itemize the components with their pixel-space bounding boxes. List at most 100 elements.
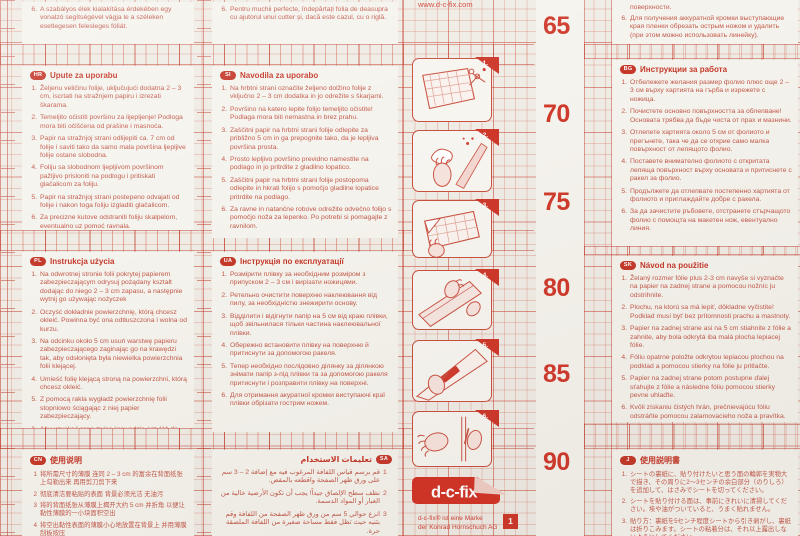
item-number: 6. [221,206,227,214]
instruction-item: 6. Kvôli získaniu čistých hrán, prečnieva… [618,404,792,421]
instruction-item: 2. Temeljito očistiti površinu za lijeplj… [28,114,188,131]
item-text: Zaščitni papir na hrbtni strani folije p… [230,176,379,201]
section-ua: UA Інструкція по експлуатації 1. Розмірит… [212,252,398,432]
step-2-box: 2. [412,129,499,192]
instruction-item: 1 将所需尺寸的薄膜 连同 2 – 3 cm 的富余在背面纸张上勾勒出来 再用剪刀… [28,471,188,487]
item-number: 1. [621,79,627,86]
website-url: www.d-c-fix.com [418,0,473,9]
instruction-item: 6. Pentru muchii perfecte, îndepărtați fo… [218,6,392,23]
item-text: Fóliu opatrne položte odkrytou lepiacou … [630,354,784,370]
section-header: HR Upute za uporabu [30,71,188,80]
step-number: 5. [482,342,488,349]
item-text: Umieść folię klejącą stroną na powierzch… [40,375,187,392]
section-title: Instrukcja użycia [50,257,115,266]
measure-ruler-strip [536,0,584,536]
section-header: SA تعليمات الاستخدام [220,455,392,464]
item-text: 将的背面纸张从薄膜上揭开大约 5 cm 并折角 以便让黏性薄膜的一小块面积空出 [40,502,185,518]
item-number: 3. [221,126,227,134]
item-text: قم برسم قياس اللفافة المرغوب فيه مع إضاف… [221,469,380,485]
item-text: Želaný rozmer fólie plus 2-3 cm navyše s… [630,275,784,299]
language-badge-bg: BG [620,65,636,74]
section-title: Návod na použitie [640,261,709,270]
item-text: A szabályos élek kialakítása érdekében e… [40,6,172,30]
item-number: 1 [383,469,387,476]
section-title: Инструкции за работа [640,65,728,74]
instruction-item: 2. Površino na katero lepite folijo temel… [218,106,392,123]
item-text: Temeljito očistiti površinu za lijepljen… [40,114,183,130]
item-text: Для отримання акуратної кромки виступаюч… [230,392,386,408]
item-number: 4 [33,521,37,529]
item-number: 2. [221,291,227,299]
ruler-mark: 90 [543,448,570,476]
item-text: 将空出黏性表面的薄膜小心地放置在背景上 并用薄膜刮板按压 [40,521,187,536]
instruction-item: 6. A szabályos élek kialakítása érdekében… [28,6,188,31]
item-text: Na odcinku około 5 cm usuń warstwę papie… [40,337,183,371]
instruction-item: 6.Aby uzyskać precyzyjne krawędzie przył… [28,426,188,428]
item-text: Ретельно очистити поверхню наклеювання в… [230,291,377,308]
instruction-item: 2 彻底清洁要粘贴的表面 背景必须光洁 无油污 [28,491,188,499]
item-text: Обережно встановити плівку на поверхню й… [230,341,369,358]
step-4-box: 4. [412,269,499,330]
section-ru-partial: поверхности. 6. Для получения аккуратной … [612,0,798,44]
logo-peel-corner [474,476,507,495]
instruction-item: 3. Zaščitni papir na hrbtni strani folije… [218,127,392,152]
item-number: 2 [383,489,387,497]
dcfix-logo: d-c-fix® [412,476,508,507]
item-text: Površino na katero lepite folijo temelji… [230,105,373,122]
section-title: Інструкція по експлуатації [240,257,344,266]
section-header: SI Navodila za uporabo [220,71,392,80]
step-6-box: 6. [412,410,499,467]
item-number: 3. [31,135,37,143]
item-text: Foliju sa slobodnom ljepljivom površinom… [40,164,164,189]
instruction-item: 6. За да зачистите ръбовете, отстранете с… [618,208,792,233]
step-3-box: 3. [412,199,499,258]
item-text: Отлепете хартията около 5 см от фолиото … [630,129,770,153]
item-text: Plochu, na ktorú sa má lepiť, dôkladne v… [630,304,791,320]
instruction-item: 2. Почистете основно повърхността за обле… [618,108,792,125]
item-text: Для получения аккуратной кромки выступаю… [630,15,785,39]
item-text: Željenu veličinu folije, uključujući dod… [40,85,182,109]
instruction-item: 6. Для получения аккуратной кромки выступ… [618,15,792,40]
instruction-item: 1. Отбележете желания размер фолио плюс о… [618,79,792,104]
item-text: Kvôli získaniu čistých hrán, prečnievajú… [630,404,786,420]
instruction-item: 4. Обережно встановити плівку на поверхню… [218,342,392,359]
item-text: Prosto lepljivo površino previdno namest… [230,155,369,172]
item-number: 2. [621,108,627,116]
section-si: SI Navodila za uporabo 1. Na hrbtni stran… [212,66,398,238]
item-number: 3. [221,312,227,320]
section-header: J 使用説明書 [620,455,792,466]
item-number: 2. [621,498,627,506]
item-number: 5. [31,396,37,404]
continuation-text: поверхности. [630,4,672,11]
item-text: 将所需尺寸的薄膜 连同 2 – 3 cm 的富余在背面纸张上勾勒出来 再用剪刀剪… [40,471,183,486]
section-ro-partial: 6. Pentru muchii perfecte, îndepărtați fo… [212,2,398,44]
instruction-item: 3. Отлепете хартията около 5 см от фолиот… [618,129,792,154]
item-number: 6. [31,214,37,222]
item-number: 5. [621,187,627,195]
ruler-mark: 85 [543,360,570,388]
item-text: Z pomocą rakla wygładź powierzchnię foli… [40,396,167,421]
instruction-item: 4 将空出黏性表面的薄膜小心地放置在背景上 并用薄膜刮板按压 [28,522,188,536]
instruction-item: 4. Umieść folię klejącą stroną na powierz… [28,376,188,393]
item-number: 5. [221,362,227,370]
item-text: Почистете основно повърхността за облепв… [630,108,792,124]
section-header: PL Instrukcja użycia [30,257,188,266]
instruction-item: 1. シートの裏紙に、貼り付けたいと思う面の輪郭を実物大で描き、その周りに2～3セ… [618,471,792,494]
item-number: 1. [621,471,627,478]
section-bg: BG Инструкции за работа 1. Отбележете жел… [612,60,798,246]
instruction-item: 2. Ретельно очистити поверхню наклеювання… [218,292,392,309]
section-header: SK Návod na použitie [620,261,792,270]
item-text: Na odwrotnej stronie folii pokrytej papi… [40,271,183,304]
grid-band [584,424,800,449]
language-badge-sk: SK [620,261,636,270]
instruction-item: 2. シートを貼り付ける面は、事前にきれいに清掃してください。埃や油がついていると… [618,498,792,514]
item-number: 2 [33,490,37,498]
section-pl: PL Instrukcja użycia 1. Na odwrotnej stro… [22,252,194,428]
instruction-item: 6. Za ravne in natančne robove odrežite o… [218,206,392,231]
item-number: 4. [221,155,227,163]
item-text: Розмірити плівку за необхідним розміром … [230,271,366,287]
section-header: CN 使用说明 [30,455,188,466]
instruction-item: 1. Željenu veličinu folije, uključujući d… [28,85,188,110]
item-text: За да зачистите ръбовете, отстранете стъ… [630,208,791,233]
divider-line [402,0,403,536]
